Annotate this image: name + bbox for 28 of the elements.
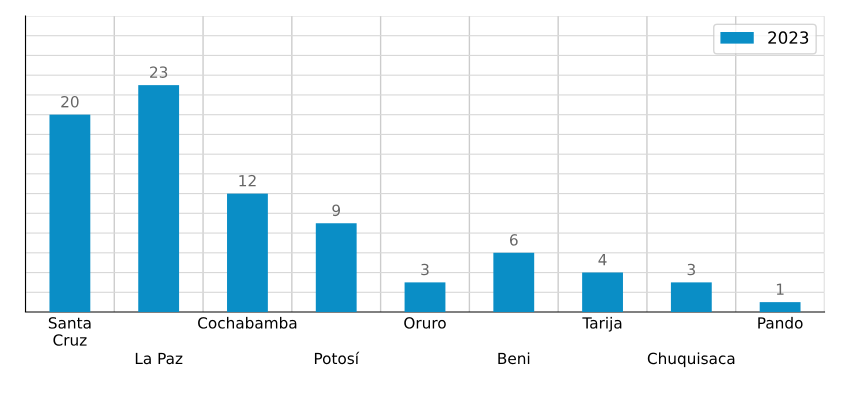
legend-label: 2023 (768, 31, 808, 44)
data-label: 3 (688, 264, 695, 276)
bar (138, 85, 180, 312)
data-label: 23 (150, 66, 168, 78)
x-tick-label: Santa Cruz (48, 317, 91, 346)
data-label: 4 (598, 254, 607, 266)
x-tick-label: Oruro (404, 317, 446, 329)
bar (404, 282, 446, 312)
bar (49, 114, 90, 312)
x-tick-label: Cochabamba (198, 316, 296, 329)
data-label: 1 (776, 284, 784, 295)
bar (493, 252, 534, 312)
x-tick-label: Chuquisaca (648, 352, 734, 368)
data-label: 20 (61, 96, 79, 108)
x-tick-label: La Paz (136, 352, 182, 364)
bar (760, 302, 801, 312)
data-label: 6 (510, 234, 518, 246)
bar (582, 272, 623, 312)
x-tick-label: Potosí (314, 352, 360, 364)
data-label: 12 (239, 174, 256, 186)
bar (316, 223, 357, 312)
x-tick-label: Pando (758, 316, 803, 329)
x-tick-label: Tarija (582, 316, 622, 332)
x-tick-label: Beni (498, 352, 530, 364)
bar (670, 282, 712, 312)
data-label: 9 (332, 204, 340, 216)
bar (227, 194, 268, 312)
data-label: 3 (421, 264, 429, 276)
